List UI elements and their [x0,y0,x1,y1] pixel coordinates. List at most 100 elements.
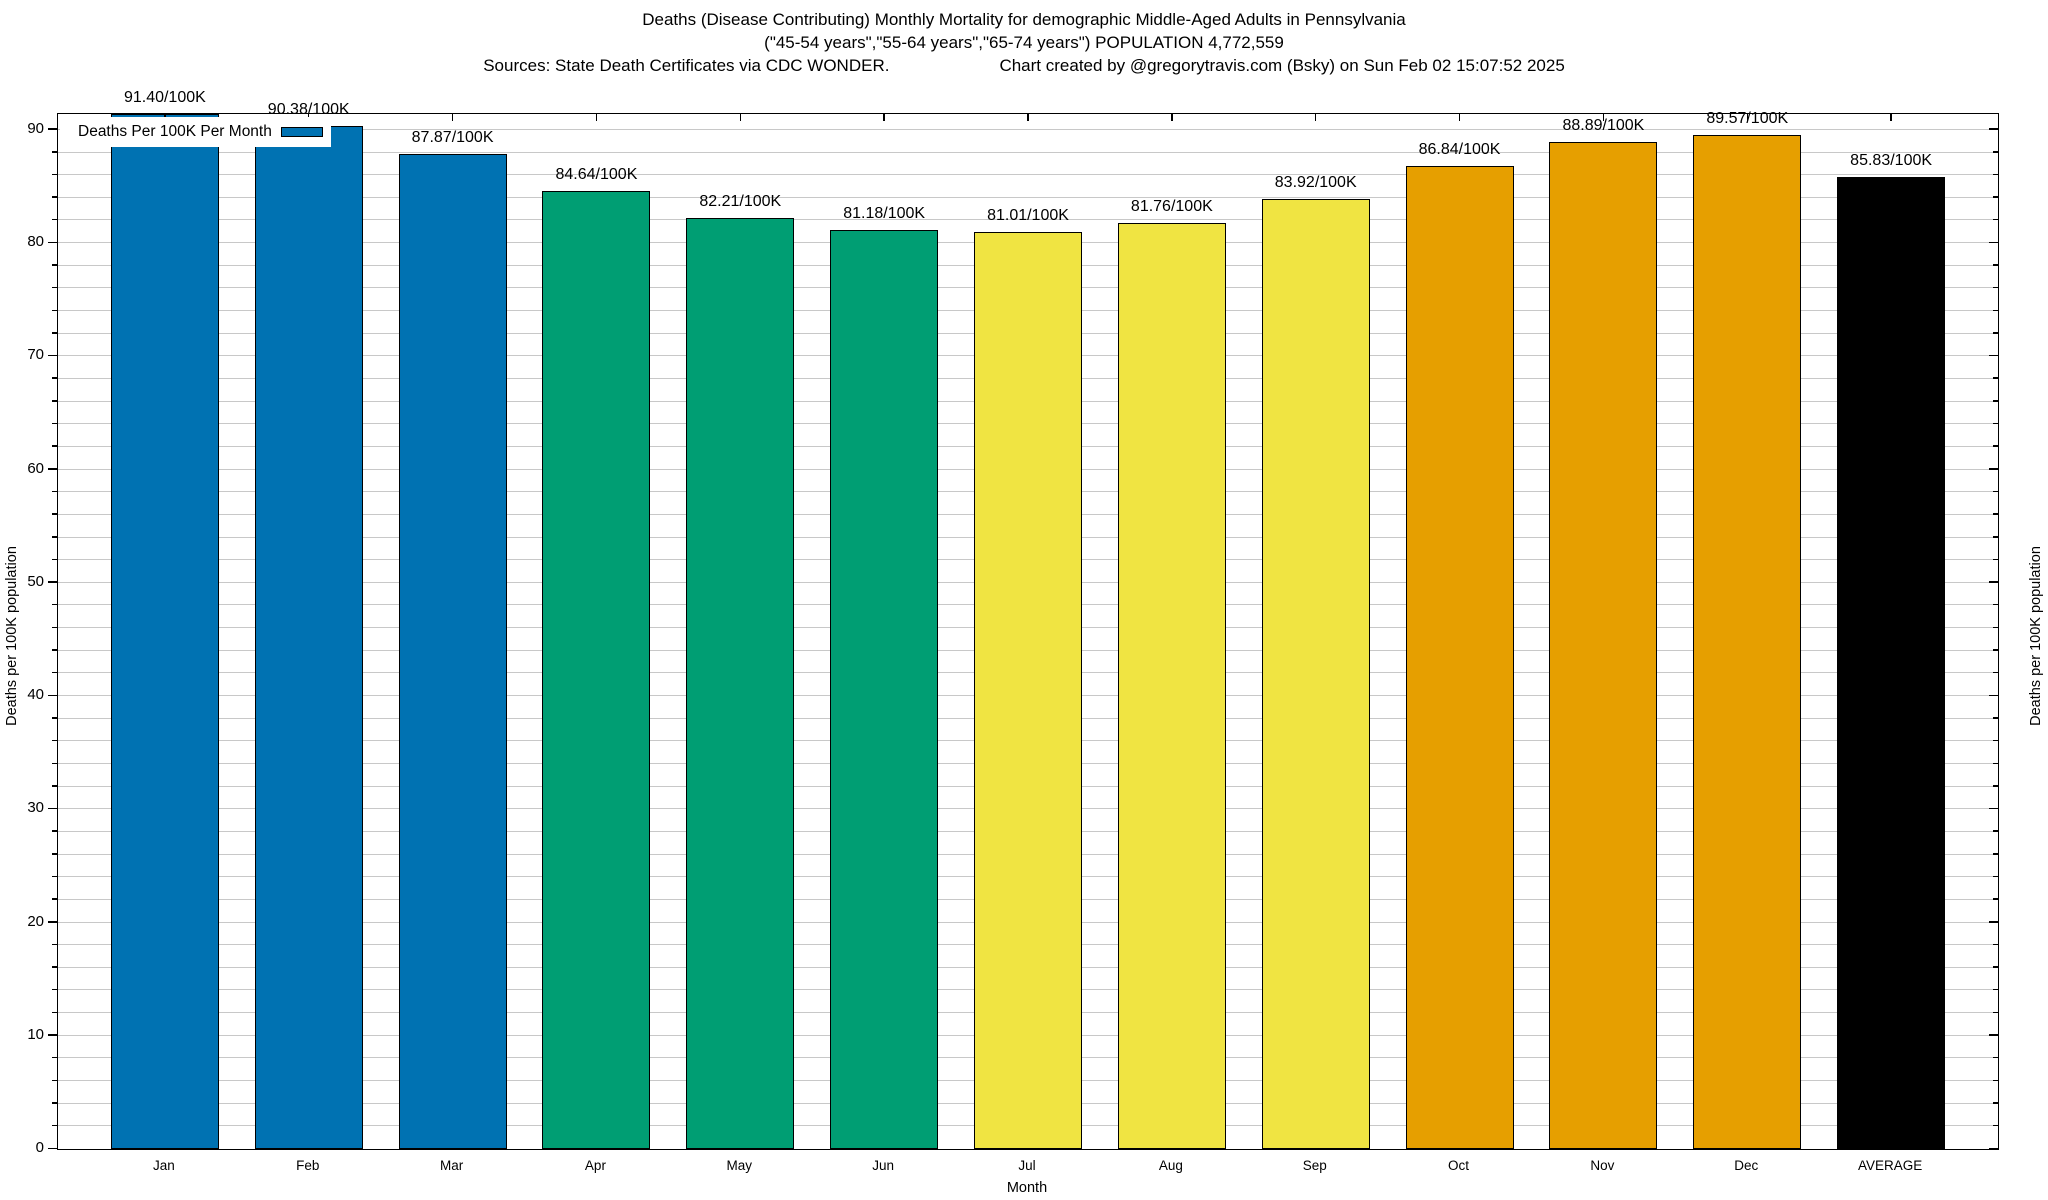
x-tick-label: Dec [1734,1158,1759,1173]
y-tick-right [1993,649,1998,651]
y-tick-right [1989,241,1998,244]
bar-dec [1693,134,1802,1149]
x-tick-top [1314,114,1317,121]
y-tick-left [52,966,57,968]
y-tick-label: 80 [27,233,44,251]
y-tick-left [52,558,57,561]
y-tick-right [1993,898,1998,900]
x-tick-label: Oct [1448,1158,1470,1173]
x-tick-label: Apr [584,1158,606,1173]
bar-value-label: 90.38/100K [267,100,350,118]
bar-value-label: 81.01/100K [987,206,1069,224]
legend: Deaths Per 100K Per Month [60,117,331,147]
y-tick-left [52,1056,57,1059]
y-tick-right [1993,264,1998,266]
y-tick-right [1993,762,1998,764]
bar-apr [542,190,651,1149]
y-tick-right [1993,309,1998,312]
y-tick-label: 30 [27,799,44,817]
bar-aug [1117,223,1226,1149]
y-tick-left [52,513,57,515]
y-tick-left [52,264,57,266]
y-tick-left [48,241,57,244]
y-tick-left [52,1079,57,1082]
chart-title-line1: Deaths (Disease Contributing) Monthly Mo… [642,10,1406,29]
y-tick-right [1993,196,1998,198]
y-tick-right [1989,1034,1998,1036]
y-tick-left [52,626,57,629]
x-tick-label: Nov [1590,1158,1615,1173]
bar-value-label: 88.89/100K [1562,117,1645,135]
bar-value-label: 85.83/100K [1850,152,1933,170]
legend-swatch [280,127,323,137]
x-tick-top [1890,114,1892,121]
y-tick-left [52,1102,57,1104]
y-axis-label-right: Deaths per 100K population [2028,546,2044,726]
x-tick-top [1171,114,1173,121]
y-tick-left [48,921,57,923]
y-tick-left [52,988,57,991]
y-tick-right [1993,1124,1998,1127]
y-tick-left [48,1147,57,1149]
y-tick-right [1993,988,1998,991]
y-tick-right [1993,1079,1998,1082]
y-tick-left [52,422,57,425]
bar-value-label: 81.76/100K [1130,198,1213,216]
y-tick-left [52,1011,57,1014]
y-tick-left [52,830,57,832]
y-tick-right [1993,218,1998,221]
chart-title-line3: Sources: State Death Certificates via CD… [0,54,2048,77]
gridline [58,151,1998,153]
x-tick-top [1458,114,1461,121]
y-tick-right [1989,468,1998,470]
y-tick-left [48,468,57,470]
y-tick-left [52,196,57,198]
x-tick-label: Aug [1158,1158,1183,1173]
bar-jan [110,114,219,1149]
bar-value-label: 83.92/100K [1274,173,1357,191]
y-tick-left [52,309,57,312]
bar-nov [1549,142,1658,1149]
y-tick-left [48,128,57,130]
x-tick-top [451,114,454,121]
bar-value-label: 87.87/100K [411,128,494,146]
y-tick-left [52,649,57,651]
y-tick-right [1993,377,1998,379]
plot-area: 91.40/100K 90.38/100K 87.87/100K 84.64/100K… [48,89,1999,1150]
bar-sep [1261,198,1370,1149]
bar-jun [830,229,939,1149]
y-tick-right [1993,490,1998,493]
bar-value-label: 84.64/100K [555,165,638,183]
y-tick-left [48,694,57,697]
y-tick-right [1993,626,1998,629]
y-tick-right [1993,173,1998,176]
x-tick-top [883,114,885,121]
y-tick-left [52,536,57,538]
y-tick-right [1993,943,1998,946]
y-tick-right [1989,581,1998,583]
chart-title-line2: ("45-54 years","55-64 years","65-74 year… [764,33,1284,52]
x-tick-top [1027,114,1029,121]
y-tick-left [52,377,57,379]
y-tick-left [52,785,57,787]
y-tick-label: 20 [27,912,44,930]
y-tick-right [1993,513,1998,515]
y-tick-right [1989,128,1998,130]
x-tick-label: Feb [296,1158,320,1173]
x-tick-label: Jan [152,1158,175,1173]
y-tick-right [1993,875,1998,878]
x-tick-label: Jun [872,1158,895,1173]
x-tick-label: May [726,1158,753,1173]
y-tick-right [1993,558,1998,561]
bar-oct [1405,165,1514,1149]
y-tick-left [52,762,57,764]
y-tick-label: 60 [27,459,44,477]
y-tick-left [52,218,57,221]
y-tick-left [52,151,57,153]
y-tick-right [1993,422,1998,425]
y-tick-label: 70 [27,346,44,364]
y-tick-right [1993,966,1998,968]
x-tick-top [1746,114,1748,121]
y-tick-left [52,332,57,334]
